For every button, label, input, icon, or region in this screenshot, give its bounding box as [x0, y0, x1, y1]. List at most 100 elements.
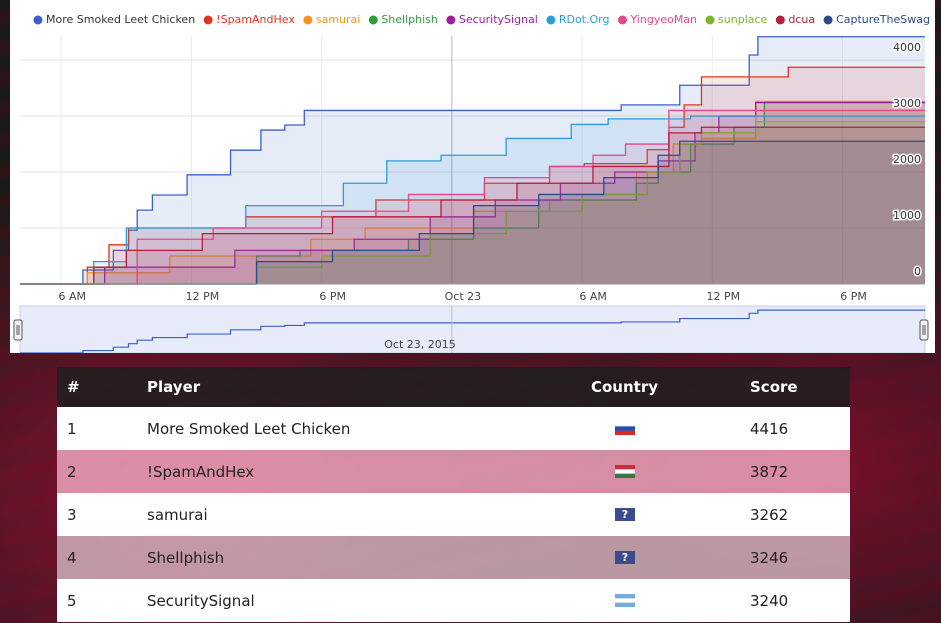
header-cell: # — [67, 378, 80, 396]
series-area — [20, 102, 925, 285]
score-cell: 3240 — [750, 591, 789, 610]
table-row: 5 SecuritySignal 3240 — [57, 579, 850, 622]
rank-cell: 5 — [67, 591, 77, 610]
rank-cell: 1 — [67, 419, 77, 438]
y-tick-label: 1000 — [893, 209, 921, 222]
legend-label: dcua — [788, 13, 815, 26]
flag: ? — [614, 508, 635, 521]
table-row: 4 Shellphish? 3246 — [57, 536, 850, 579]
rank-cell: 4 — [67, 548, 77, 567]
flag-stripe — [614, 598, 635, 603]
header-cell: Score — [750, 378, 798, 396]
table-row: 1 More Smoked Leet Chicken 4416 — [57, 407, 850, 450]
flag-stripe — [614, 422, 635, 427]
country-cell: ? — [567, 493, 682, 536]
legend-marker — [775, 15, 785, 25]
flag-unknown — [614, 551, 635, 564]
legend-marker — [368, 15, 378, 25]
series-line — [20, 121, 925, 285]
legend-marker — [33, 15, 43, 25]
y-tick-label: 0 — [914, 265, 921, 278]
x-tick-label: 6 AM — [579, 290, 607, 303]
flag-stripe — [614, 430, 635, 435]
score-cell: 3872 — [750, 462, 789, 481]
legend-marker — [446, 15, 456, 25]
y-tick-label: 3000 — [893, 97, 921, 110]
legend-label: SecuritySignal — [459, 13, 538, 26]
flag: ? — [614, 551, 635, 564]
navigator-label: Oct 23, 2015 — [384, 338, 456, 351]
player-cell: More Smoked Leet Chicken — [147, 419, 351, 438]
flag-stripe — [614, 473, 635, 478]
legend-label: CaptureTheSwag — [836, 13, 930, 26]
legend-marker — [303, 15, 313, 25]
flag — [614, 422, 635, 435]
header-cell: Country — [590, 378, 659, 396]
rank-cell: 2 — [67, 462, 77, 481]
navigator-series — [20, 309, 925, 353]
legend-marker — [823, 15, 833, 25]
table-header: # Player Country Score — [57, 367, 850, 407]
y-tick-label: 4000 — [893, 41, 921, 54]
chart: 6 AM 12 PM 6 PM Oct 23 6 AM 12 PM 6 PM 0 1000 200… — [10, 0, 935, 353]
country-cell — [567, 450, 682, 493]
legend-label: samurai — [316, 13, 360, 26]
x-tick-label: 6 AM — [58, 290, 86, 303]
legend-label: !SpamAndHex — [216, 13, 295, 26]
series-line — [20, 115, 925, 285]
legend-marker — [546, 15, 556, 25]
legend-label: Shellphish — [381, 13, 438, 26]
player-cell: SecuritySignal — [147, 591, 255, 610]
series-line — [20, 36, 925, 285]
x-tick-label: 12 PM — [186, 290, 220, 303]
player-cell: samurai — [147, 505, 208, 524]
series-area — [20, 102, 925, 284]
country-cell: ? — [567, 536, 682, 579]
navigator-bg — [19, 305, 926, 353]
x-tick-label: Oct 23 — [445, 290, 482, 303]
series-line — [20, 126, 925, 285]
series-line — [20, 140, 925, 285]
legend-label: More Smoked Leet Chicken — [46, 13, 195, 26]
series-line — [20, 109, 925, 285]
score-cell: 3262 — [750, 505, 789, 524]
player-cell: !SpamAndHex — [147, 462, 255, 481]
y-tick-label: 2000 — [893, 153, 921, 166]
series-area — [20, 121, 925, 284]
table-row: 2 !SpamAndHex 3872 — [57, 450, 850, 493]
flag-unknown — [614, 508, 635, 521]
player-cell: Shellphish — [147, 548, 225, 567]
table-row: 3 samurai? 3262 — [57, 493, 850, 536]
scoreboard-table: # Player Country Score 1 More Smoked Leet Chi… — [57, 367, 850, 622]
country-cell — [567, 579, 682, 622]
legend-marker — [203, 15, 213, 25]
x-tick-label: 12 PM — [707, 290, 741, 303]
flag-stripe — [614, 469, 635, 474]
legend-label: sunplace — [718, 13, 768, 26]
legend-marker — [705, 15, 715, 25]
navigator-handle — [13, 319, 23, 341]
series-area — [20, 127, 925, 284]
rank-cell: 3 — [67, 505, 77, 524]
navigator-handle — [919, 319, 929, 341]
score-cell: 3246 — [750, 548, 789, 567]
legend-label: RDot.Org — [559, 13, 610, 26]
flag — [614, 465, 635, 478]
flag-stripe — [614, 594, 635, 599]
series-area — [20, 67, 925, 285]
flag-text: ? — [621, 508, 627, 521]
x-tick-label: 6 PM — [840, 290, 867, 303]
flag-stripe — [614, 426, 635, 431]
series-area — [20, 141, 925, 284]
series-area — [20, 101, 925, 285]
flag-text: ? — [621, 551, 627, 564]
flag-stripe — [614, 602, 635, 607]
header-cell: Player — [147, 378, 201, 396]
legend-marker — [617, 15, 627, 25]
score-cell: 4416 — [750, 419, 789, 438]
flag-stripe — [614, 465, 635, 470]
flag — [614, 594, 635, 607]
legend-label: YingyeoMan — [629, 13, 697, 26]
x-tick-label: 6 PM — [319, 290, 346, 303]
